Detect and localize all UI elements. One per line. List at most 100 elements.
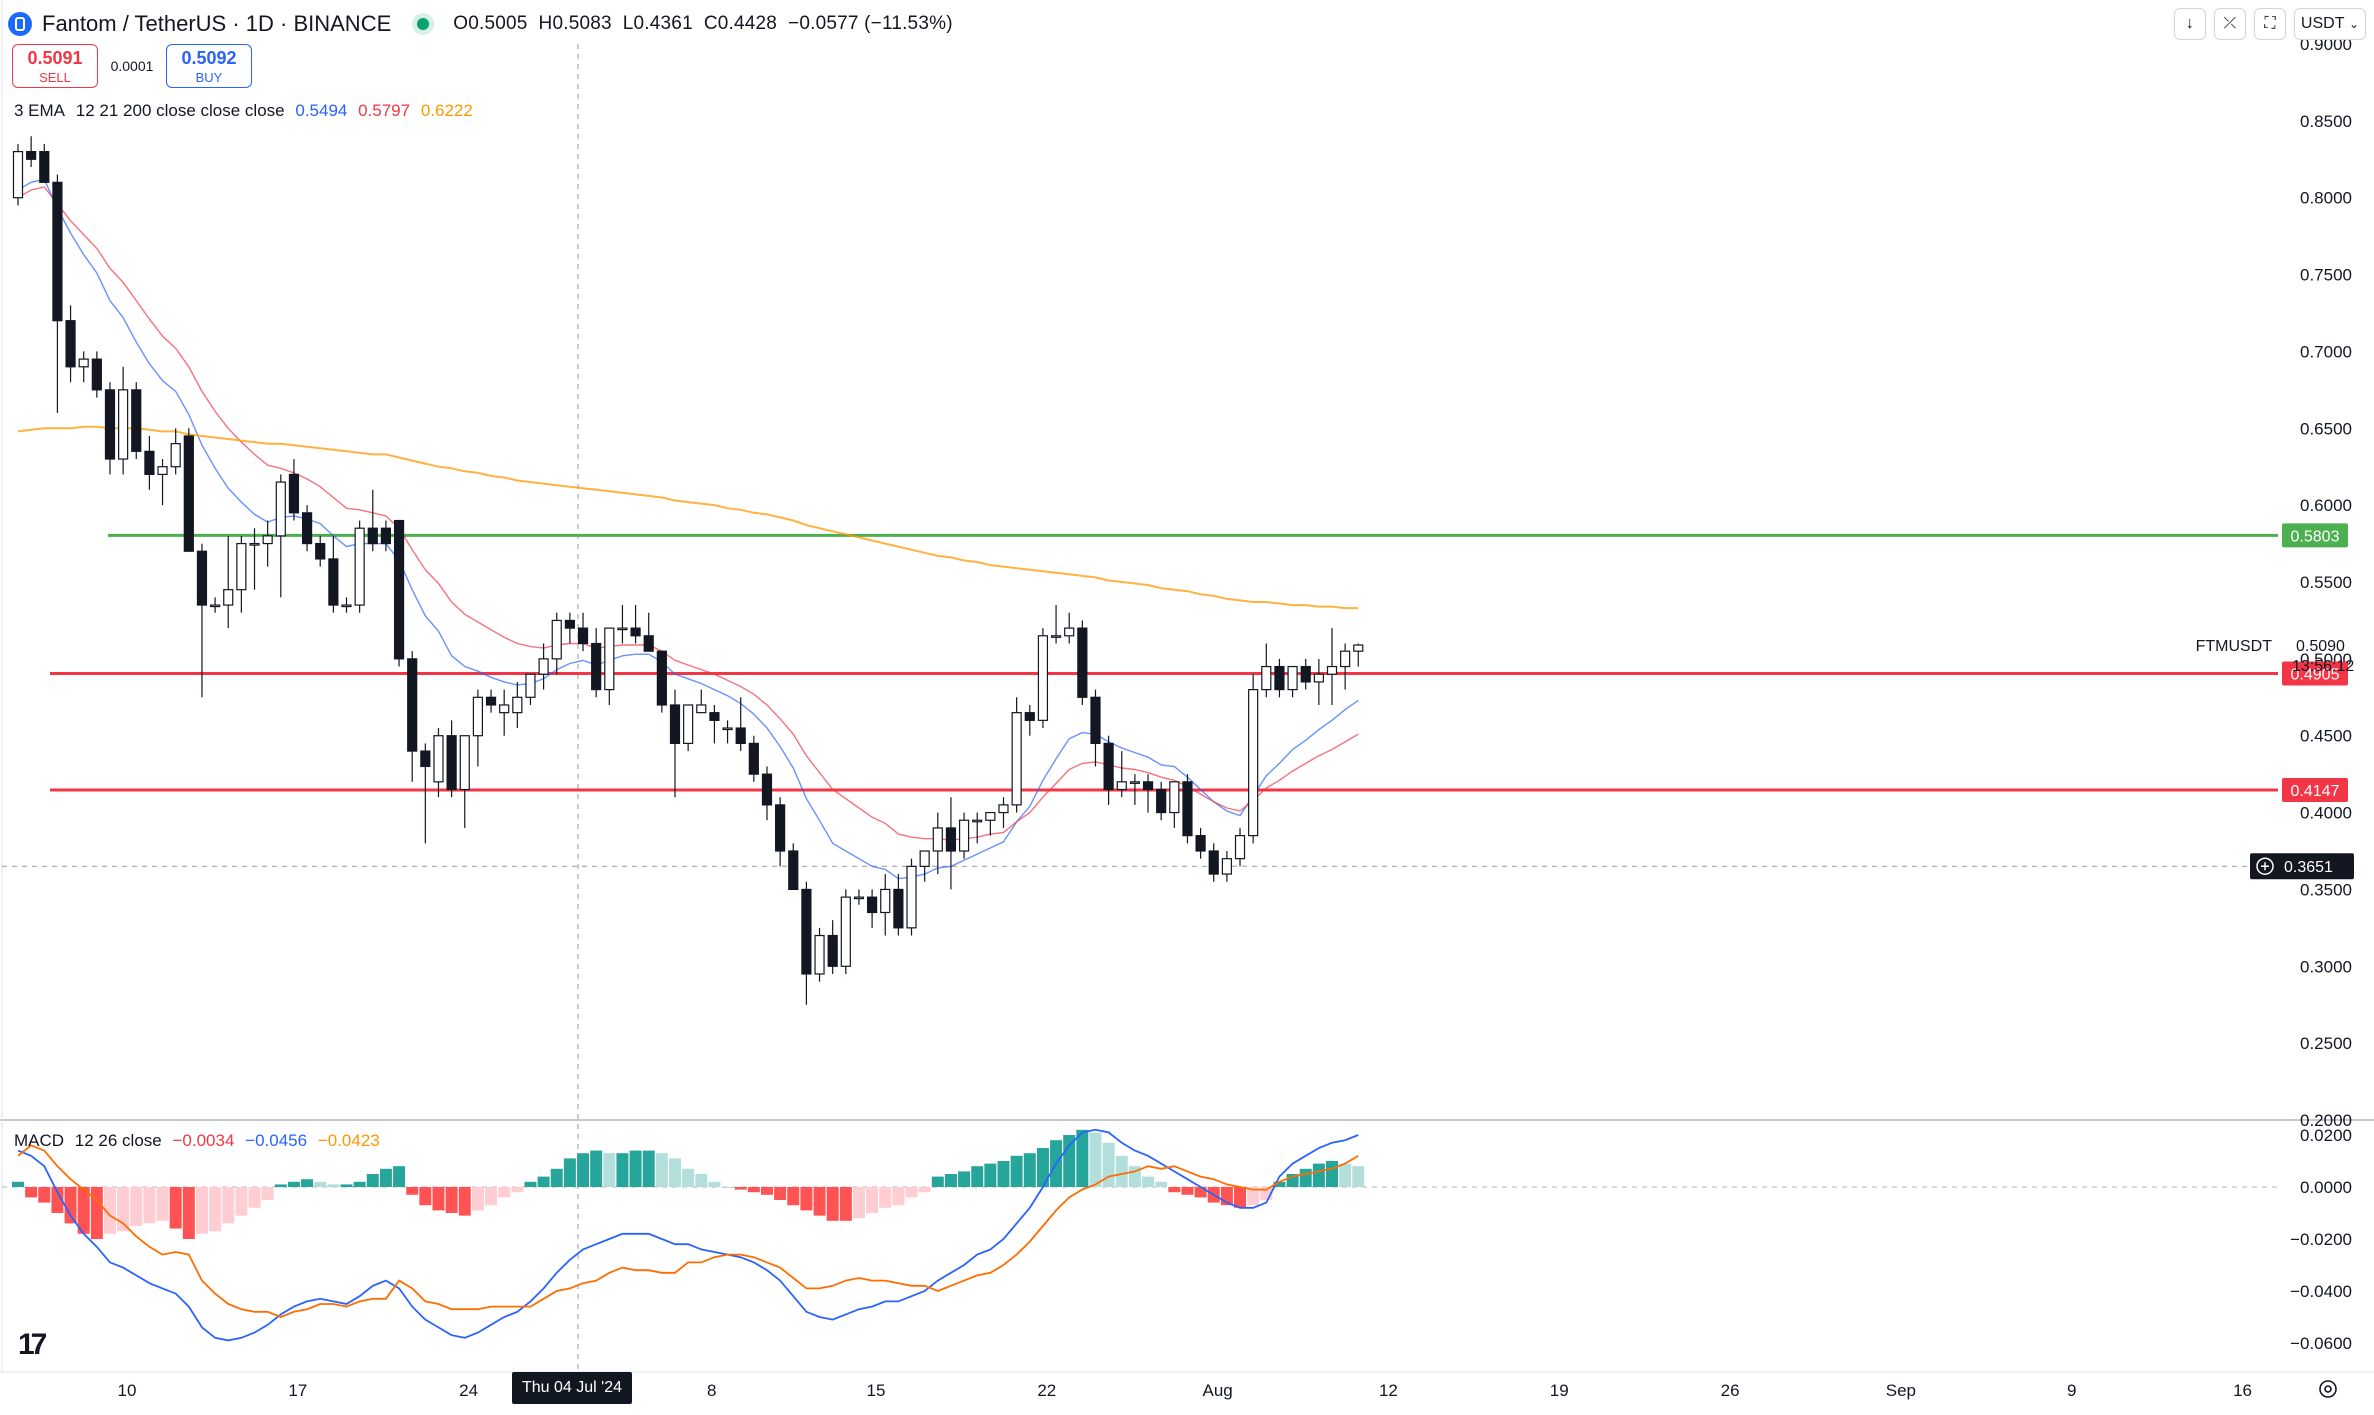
countdown-label: 13:56:12	[2292, 658, 2354, 675]
symbol-title[interactable]: Fantom / TetherUS · 1D · BINANCE	[42, 11, 392, 36]
candle	[656, 650, 667, 713]
time-tick-label: 15	[867, 1381, 886, 1400]
macd-histogram-bar	[169, 1187, 182, 1229]
macd-hist-value: −0.0034	[172, 1131, 235, 1150]
time-tick-label: 9	[2067, 1381, 2076, 1400]
macd-histogram-bar	[511, 1187, 524, 1193]
macd-histogram-bar	[918, 1187, 931, 1193]
candle-body	[853, 896, 865, 900]
candle-body	[104, 389, 116, 460]
scroll-down-button[interactable]: ↓	[2173, 8, 2206, 40]
time-tick-label: Sep	[1886, 1381, 1916, 1400]
buy-button[interactable]: 0.5092 BUY	[166, 44, 252, 88]
candle-body	[748, 742, 759, 775]
candle	[91, 351, 102, 398]
candle	[919, 850, 930, 882]
candle	[1090, 689, 1101, 767]
candle-body	[1116, 781, 1127, 791]
fullscreen-icon: ⛶	[2264, 15, 2276, 32]
candle-body	[144, 450, 155, 476]
candle	[1261, 643, 1272, 698]
candle	[1326, 628, 1338, 705]
macd-histogram-bar	[209, 1187, 222, 1232]
crosshair-date-label: Thu 04 Jul '24	[512, 1372, 633, 1404]
collapse-button[interactable]: ⤫	[2213, 8, 2246, 40]
candle	[288, 459, 300, 521]
ema-line-200	[17, 425, 1359, 610]
macd-histogram-bar	[498, 1187, 511, 1198]
macd-histogram-bar	[222, 1187, 235, 1224]
candle-body	[866, 896, 878, 914]
candle	[525, 673, 536, 705]
sell-button[interactable]: 0.5091 SELL	[12, 44, 98, 88]
candle-body	[170, 443, 181, 468]
macd-histogram-bar	[1076, 1129, 1089, 1187]
candle-body	[223, 589, 234, 606]
candle-body	[788, 850, 799, 891]
candle-body	[827, 934, 838, 967]
candle	[367, 489, 378, 552]
candle-body	[683, 704, 694, 745]
ema-line-12	[17, 178, 1359, 880]
macd-histogram-bar	[51, 1187, 64, 1213]
macd-line	[17, 1128, 1359, 1342]
candle-body	[1261, 665, 1272, 691]
spread-value: 0.0001	[110, 58, 154, 74]
macd-histogram-bar	[458, 1187, 471, 1216]
candle-body	[1248, 688, 1259, 837]
time-tick-label: 10	[118, 1381, 137, 1400]
ema-legend[interactable]: 3 EMA 12 21 200 close close close 0.5494…	[14, 101, 479, 121]
candle	[630, 605, 641, 644]
candle	[683, 704, 694, 752]
candle-body	[1064, 627, 1075, 637]
level-price-tag	[2282, 661, 2348, 686]
candle	[341, 597, 352, 613]
macd-histogram-bar	[393, 1166, 406, 1187]
tradingview-logo-icon: 17	[18, 1328, 47, 1361]
add-alert-icon	[2256, 857, 2274, 875]
candle	[512, 681, 523, 729]
candle	[301, 505, 313, 552]
candle	[735, 697, 746, 752]
macd-histogram-bar	[38, 1187, 51, 1203]
macd-legend[interactable]: MACD 12 26 close −0.0034 −0.0456 −0.0423	[14, 1131, 386, 1151]
macd-histogram-bar	[563, 1158, 576, 1187]
fullscreen-button[interactable]: ⛶	[2253, 8, 2286, 40]
level-price-tag	[2282, 777, 2348, 802]
macd-histogram-bar	[537, 1176, 550, 1187]
time-tick-label: 16	[2233, 1381, 2252, 1400]
candle-body	[1274, 665, 1285, 691]
candle	[1064, 612, 1075, 644]
time-tick-label: 17	[288, 1381, 307, 1400]
currency-select[interactable]: USDT ⌄	[2293, 8, 2366, 40]
macd-histogram-bar	[721, 1187, 734, 1188]
cursor-price-label: 0.3651	[2284, 859, 2333, 876]
market-status-icon[interactable]	[417, 18, 430, 30]
candle-body	[525, 673, 536, 698]
time-tick-label: 24	[459, 1381, 478, 1400]
candle	[144, 435, 155, 490]
candle-body	[998, 804, 1009, 814]
macd-tick-label: −0.0400	[2290, 1282, 2352, 1301]
macd-histogram-bar	[471, 1187, 484, 1211]
arrow-down-icon: ↓	[2185, 15, 2194, 32]
macd-histogram-bar	[669, 1158, 681, 1187]
macd-histogram-bar	[1089, 1132, 1102, 1187]
candle-body	[118, 389, 129, 460]
macd-histogram-bar	[195, 1187, 208, 1234]
buy-price: 0.5092	[181, 48, 237, 68]
candle	[880, 874, 891, 936]
macd-histogram-bar	[892, 1187, 905, 1206]
ema-line-21	[17, 186, 1359, 841]
macd-histogram-bar	[905, 1187, 918, 1198]
candle-body	[551, 619, 562, 660]
macd-histogram-bar	[1247, 1187, 1260, 1206]
candle-body	[485, 696, 497, 706]
macd-histogram-bar	[406, 1187, 419, 1195]
macd-histogram-bar	[1142, 1176, 1155, 1187]
candle	[551, 612, 562, 675]
candle-body	[328, 558, 339, 606]
candle	[12, 143, 24, 206]
candle-body	[275, 481, 286, 537]
